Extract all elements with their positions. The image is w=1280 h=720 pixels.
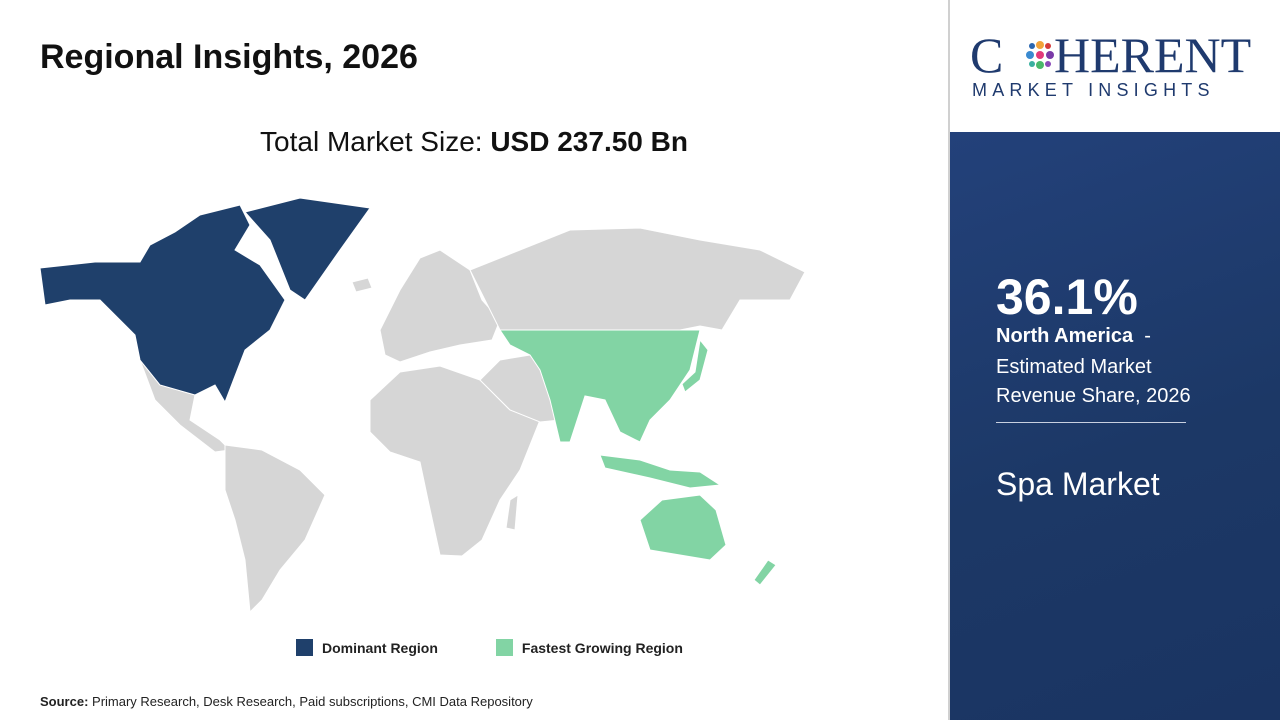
legend-swatch: [495, 639, 513, 656]
legend-item: Dominant Region: [296, 639, 438, 656]
australia: [639, 494, 727, 561]
legend-item: Fastest Growing Region: [495, 639, 683, 656]
rule: [996, 422, 1186, 423]
sidebar: 36.1% North America - Estimated Market R…: [950, 132, 1280, 720]
south-america: [224, 444, 326, 614]
logo-globe: [1026, 41, 1054, 69]
source-text: Primary Research, Desk Research, Paid su…: [92, 694, 533, 709]
title: Regional Insights, 2026: [40, 38, 418, 76]
source-label: Source:: [40, 694, 89, 709]
market-size-value: USD 237.50 Bn: [490, 126, 688, 157]
asia-pacific: [499, 329, 701, 443]
logo-letter: C: [970, 27, 1003, 83]
source: Source: Primary Research, Desk Research,…: [40, 694, 533, 709]
market-size-label: Total Market Size:: [260, 126, 483, 157]
legend-label: Dominant Region: [322, 639, 438, 656]
logo-tagline: MARKET INSIGHTS: [972, 80, 1215, 100]
market-name: Spa Market: [996, 466, 1160, 502]
legend-label: Fastest Growing Region: [521, 639, 683, 656]
russia: [469, 227, 806, 331]
greenland: [244, 197, 371, 301]
world-map: [39, 197, 806, 614]
share-value: 36.1%: [996, 269, 1138, 325]
africa: [369, 365, 541, 557]
divider: [948, 0, 950, 720]
market-size: Total Market Size: USD 237.50 Bn: [0, 126, 948, 158]
legend-swatch: [296, 639, 313, 656]
separator: -: [1144, 325, 1151, 347]
logo-graphic: C HERENT MARKET INSIGHTS: [970, 27, 1251, 100]
north-america: [39, 204, 286, 404]
logo-word: HERENT: [1054, 27, 1251, 83]
madagascar: [505, 494, 519, 531]
indonesia: [599, 454, 722, 489]
logo: C HERENT MARKET INSIGHTS: [950, 0, 1280, 132]
legend: Dominant Region Fastest Growing Region: [296, 639, 683, 656]
iceland: [351, 277, 373, 293]
region: North America -: [996, 325, 1151, 348]
japan: [681, 338, 709, 393]
new-zealand: [753, 559, 777, 586]
region-name: North America: [996, 325, 1134, 347]
share-description: Estimated Market Revenue Share, 2026: [996, 356, 1191, 407]
